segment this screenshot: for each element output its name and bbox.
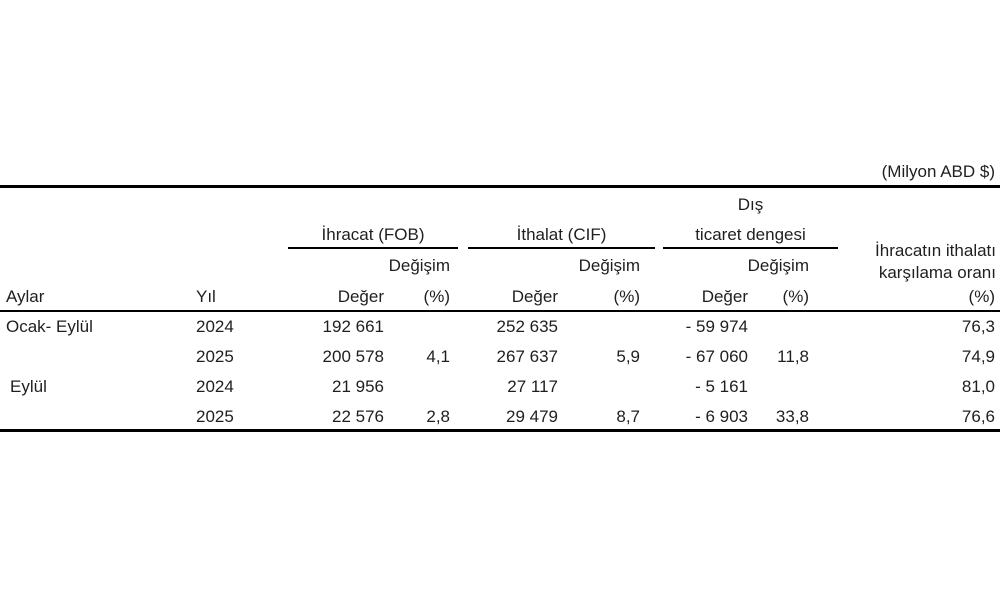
- table-top-rule: [0, 185, 1000, 188]
- exports-change-cell: 4,1: [426, 347, 450, 366]
- coverage-ratio-cell: 76,3: [961, 317, 995, 336]
- exports-change-header: Değişim: [388, 256, 450, 275]
- imports-change-cell: 8,7: [616, 407, 640, 426]
- exports-value-cell: 22 576: [332, 407, 384, 426]
- trade-balance-group-underline: [663, 247, 838, 249]
- period-cell: Eylül: [10, 377, 47, 396]
- column-group-trade-balance-line1: Dış: [737, 195, 764, 214]
- year-cell: 2025: [196, 407, 234, 426]
- table-body: Ocak- Eylül 2024 192 661 252 635 - 59 97…: [0, 312, 1000, 432]
- trade-balance-change-cell: 11,8: [777, 347, 809, 366]
- coverage-ratio-header-line2: karşılama oranı: [878, 263, 996, 282]
- period-cell: Ocak- Eylül: [6, 317, 93, 336]
- exports-change-pct-header: (%): [423, 287, 450, 306]
- coverage-ratio-pct-header: (%): [968, 287, 995, 306]
- coverage-ratio-header-line1: İhracatın ithalatı: [875, 241, 996, 260]
- exports-change-cell: 2,8: [426, 407, 450, 426]
- imports-value-cell: 267 637: [496, 347, 558, 366]
- months-column-header: Aylar: [6, 287, 45, 306]
- year-cell: 2024: [196, 377, 234, 396]
- trade-balance-change-cell: 33,8: [775, 407, 809, 426]
- coverage-ratio-cell: 74,9: [961, 347, 995, 366]
- trade-balance-value-cell: - 67 060: [685, 347, 748, 366]
- exports-value-cell: 200 578: [322, 347, 384, 366]
- imports-group-underline: [468, 247, 655, 249]
- trade-balance-value-header: Değer: [701, 287, 748, 306]
- imports-value-cell: 27 117: [507, 377, 558, 396]
- exports-group-underline: [288, 247, 458, 249]
- trade-balance-value-cell: - 6 903: [695, 407, 748, 426]
- imports-change-header: Değişim: [578, 256, 640, 275]
- column-group-imports: İthalat (CIF): [516, 225, 607, 244]
- unit-note: (Milyon ABD $): [881, 162, 995, 181]
- year-cell: 2024: [196, 317, 234, 336]
- imports-value-cell: 29 479: [506, 407, 558, 426]
- coverage-ratio-cell: 81,0: [961, 377, 995, 396]
- header-divider-rule: [0, 310, 1000, 312]
- table-row: 2025 22 576 2,8 29 479 8,7 - 6 903 33,8 …: [0, 402, 1000, 432]
- table-row: Eylül 2024 21 956 27 117 - 5 161 81,0: [0, 372, 1000, 402]
- table-bottom-rule: [0, 429, 1000, 432]
- imports-value-header: Değer: [511, 287, 558, 306]
- table-row: Ocak- Eylül 2024 192 661 252 635 - 59 97…: [0, 312, 1000, 342]
- trade-balance-value-cell: - 59 974: [685, 317, 748, 336]
- column-group-trade-balance-line2: ticaret dengesi: [695, 225, 806, 244]
- year-cell: 2025: [196, 347, 234, 366]
- trade-balance-change-header: Değişim: [747, 256, 809, 275]
- exports-value-cell: 192 661: [322, 317, 384, 336]
- trade-balance-change-pct-header: (%): [782, 287, 809, 306]
- exports-value-cell: 21 956: [332, 377, 384, 396]
- exports-value-header: Değer: [337, 287, 384, 306]
- imports-value-cell: 252 635: [496, 317, 558, 336]
- imports-change-pct-header: (%): [613, 287, 640, 306]
- trade-balance-value-cell: - 5 161: [695, 377, 748, 396]
- column-group-exports: İhracat (FOB): [321, 225, 425, 244]
- year-column-header: Yıl: [196, 287, 216, 306]
- coverage-ratio-cell: 76,6: [961, 407, 995, 426]
- table-row: 2025 200 578 4,1 267 637 5,9 - 67 060 11…: [0, 342, 1000, 372]
- imports-change-cell: 5,9: [616, 347, 640, 366]
